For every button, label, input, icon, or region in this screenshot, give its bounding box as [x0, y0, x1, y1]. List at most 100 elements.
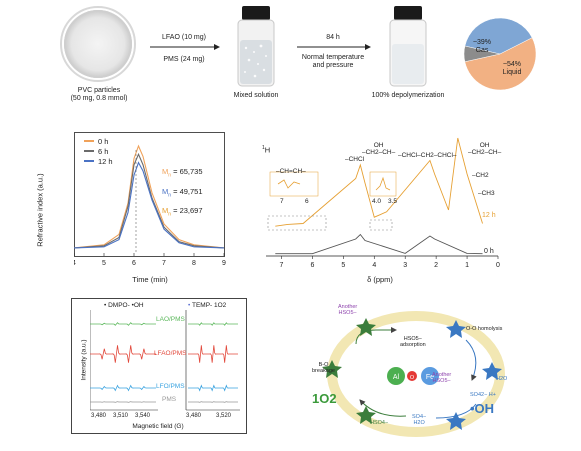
catalyst-star-r	[482, 362, 502, 380]
o-symbol: O	[410, 375, 415, 381]
step1-bottom-label: PMS (24 mg)	[163, 56, 205, 63]
catalyst-star-tl	[356, 318, 376, 336]
arrow-2	[297, 44, 371, 50]
o-atom	[407, 371, 417, 381]
fe-atom	[421, 367, 439, 385]
epr-trace-lfo-0	[90, 384, 156, 392]
epr-legend-dmpo: • DMPO- •OH	[104, 302, 144, 309]
mn-values: Mn = 65,735 Mn = 49,751 Mn = 23,697	[162, 164, 203, 223]
gpc-xtick-8: 8	[192, 260, 196, 267]
epr-trace-lao-0	[90, 322, 156, 326]
gpc-xtick-4: 4	[74, 260, 76, 267]
mn-12h-value: = 49,751	[173, 186, 203, 196]
legend-item-6h: 6 h	[84, 146, 113, 156]
gpc-trace-6h	[74, 152, 225, 249]
h2o-label: H2O	[496, 376, 508, 382]
nmr-spectrum: 7 6 5 4 3 2 1 0	[266, 137, 500, 269]
epr-legend-temp: • TEMP- 1O2	[188, 302, 227, 309]
nmr-label-ch-eq-ch: –CH=CH–	[276, 168, 306, 175]
epr-xtick-r0: 3,480	[186, 413, 202, 419]
so4-h2o-label: SO4− H2O	[412, 414, 427, 427]
mn-6h-value: = 23,697	[173, 206, 203, 215]
nmr-label-ch3: –CH3	[478, 190, 495, 197]
al-atom	[387, 367, 405, 385]
epr-spectra	[90, 310, 240, 411]
gpc-chart: 4 5 6 7 8 9	[74, 132, 226, 267]
gpc-xtick-5: 5	[102, 260, 106, 267]
depoly-caption: 100% depolymerization	[371, 92, 445, 99]
legend-label-6h: 6 h	[98, 146, 109, 156]
legend-label-0h: 0 h	[98, 136, 109, 146]
nmr-xtick-2: 2	[434, 262, 438, 269]
epr-trace-lfao-1	[188, 345, 238, 363]
mn-0h: Mn = 65,735	[162, 167, 203, 179]
epr-label-pms: PMS	[162, 396, 177, 403]
bo-breakage: B-O breakage	[312, 362, 335, 375]
gpc-trace-0h	[74, 144, 225, 249]
pvc-caption: PVC particles (50 mg, 0.8 mmol)	[70, 87, 128, 103]
epr-xtick-l1: 3,510	[113, 413, 129, 419]
epr-panel	[71, 298, 247, 434]
hso4-label: HSO4−	[370, 420, 389, 426]
pie-slice-gas	[464, 17, 533, 55]
epr-y-axis-label: Intensity (a.u.)	[80, 339, 88, 381]
nmr-label-choh: OH –CH2–CH–	[362, 142, 396, 157]
another-hso5-right: Another HSO5−	[432, 372, 452, 385]
nmr-inset2-tick-35: 3.5	[388, 198, 398, 205]
gpc-x-axis-label: Time (min)	[132, 275, 168, 284]
nmr-inset1-tick-6: 6	[305, 198, 309, 205]
gpc-xtick-9: 9	[222, 260, 226, 267]
epr-trace-lfo-1	[188, 384, 238, 392]
epr-xtick-l0: 3,480	[91, 413, 107, 419]
al-symbol: Al	[393, 374, 400, 381]
nmr-xtick-7: 7	[280, 262, 284, 269]
nmr-inset2-tick-4: 4.0	[372, 198, 382, 205]
epr-trace-pms-0	[90, 401, 156, 403]
mn-6h: Mn = 23,697	[162, 206, 203, 218]
epr-xtick-r1: 3,520	[216, 413, 232, 419]
epr-xtick-l2: 3,540	[135, 413, 151, 419]
mn-0h-value: = 65,735	[173, 167, 203, 176]
hso5-adsorption: HSO5− adsorption	[400, 336, 426, 349]
mechanism-diagram: Al O Fe	[322, 311, 505, 437]
oo-homolysis: O-O homolysis	[466, 326, 503, 332]
epr-label-lao: LAO/PMS	[156, 316, 185, 323]
catalyst-star-br	[446, 412, 466, 430]
epr-label-lfo: LFO/PMS	[156, 383, 185, 390]
pie-slice-other	[463, 45, 501, 63]
nmr-trace-12h-label: 12 h	[482, 212, 496, 219]
gpc-legend: 0 h 6 h 12 h	[84, 136, 113, 166]
step1-top-label: LFAO (10 mg)	[162, 34, 206, 41]
legend-item-0h: 0 h	[84, 136, 113, 146]
catalyst-star-bl	[356, 406, 376, 424]
nmr-trace-0h-label: 0 h	[484, 248, 494, 255]
legend-swatch-12h	[84, 160, 94, 162]
step2-top-label: 84 h	[326, 34, 340, 41]
singlet-oxygen-label: 1O2	[312, 391, 337, 406]
epr-trace-lao-1	[188, 322, 238, 326]
gpc-xtick-7: 7	[162, 260, 166, 267]
pvc-petri-rim	[60, 6, 136, 82]
step2-bottom-label: Normal temperature and pressure	[301, 54, 365, 70]
depolymerized-vial	[389, 6, 427, 87]
mixed-solution-vial	[237, 6, 275, 87]
product-pie-chart: ~39% Gas ~54% Liquid	[463, 17, 537, 91]
catalyst-star-tr	[446, 320, 466, 338]
fe-symbol: Fe	[426, 374, 434, 381]
arrow-1	[150, 44, 220, 50]
nmr-xtick-3: 3	[403, 262, 407, 269]
gpc-y-axis-label: Refractive index (a.u.)	[35, 173, 45, 247]
so4-h-label: SO42− H+	[470, 392, 496, 398]
epr-label-lfao: LFAO/PMS	[154, 350, 187, 357]
legend-item-12h: 12 h	[84, 156, 113, 166]
pie-slice-liquid	[464, 37, 537, 91]
catalyst-star-l	[322, 360, 342, 378]
nmr-xtick-4: 4	[372, 262, 376, 269]
hydroxyl-label: •OH	[470, 401, 495, 416]
legend-label-12h: 12 h	[98, 156, 113, 166]
nmr-label-polymer: –CHCl–CH2–CHCl–	[398, 152, 457, 159]
epr-trace-lfao-0	[90, 345, 156, 363]
nmr-label-chcl: –CHCl	[345, 156, 365, 163]
pie-gas-label: ~39% Gas	[473, 39, 491, 54]
mn-12h: Mn = 49,751	[162, 186, 203, 199]
